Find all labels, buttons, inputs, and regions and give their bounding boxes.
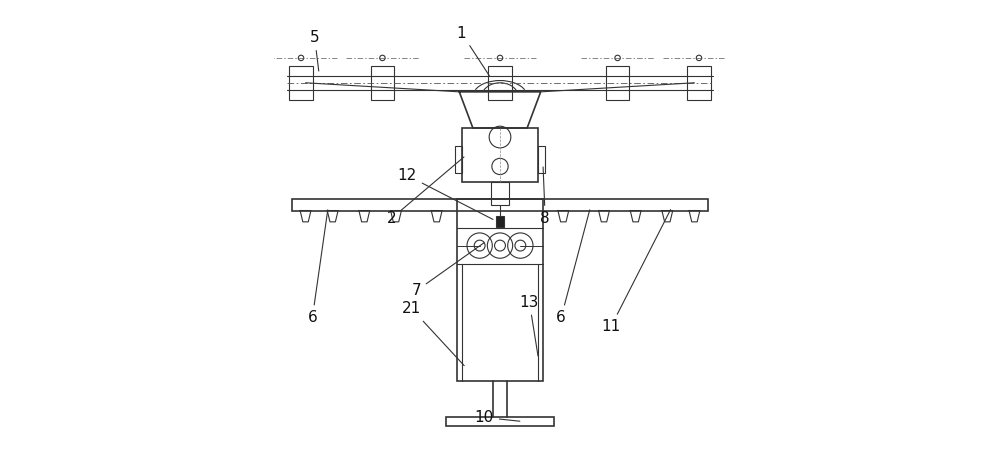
Text: 2: 2 [387, 157, 464, 226]
Bar [457, 199, 543, 381]
Text: 6: 6 [556, 210, 590, 325]
Bar [491, 182, 509, 205]
Text: 6: 6 [307, 210, 328, 325]
Bar [289, 66, 313, 100]
Bar [687, 66, 711, 100]
Text: 1: 1 [457, 25, 489, 76]
Text: 12: 12 [398, 168, 493, 219]
Bar [496, 216, 504, 228]
Text: 21: 21 [402, 301, 464, 366]
Bar [488, 66, 512, 100]
Bar [446, 416, 554, 426]
Bar [455, 146, 462, 173]
Bar [292, 199, 708, 211]
Text: 10: 10 [475, 410, 520, 425]
Text: 11: 11 [601, 210, 671, 334]
Bar [538, 146, 545, 173]
Bar [371, 66, 394, 100]
Text: 5: 5 [310, 30, 319, 71]
Bar [606, 66, 629, 100]
Text: 7: 7 [412, 243, 484, 298]
Bar [462, 128, 538, 182]
Text: 8: 8 [540, 167, 550, 226]
Text: 13: 13 [520, 295, 539, 356]
